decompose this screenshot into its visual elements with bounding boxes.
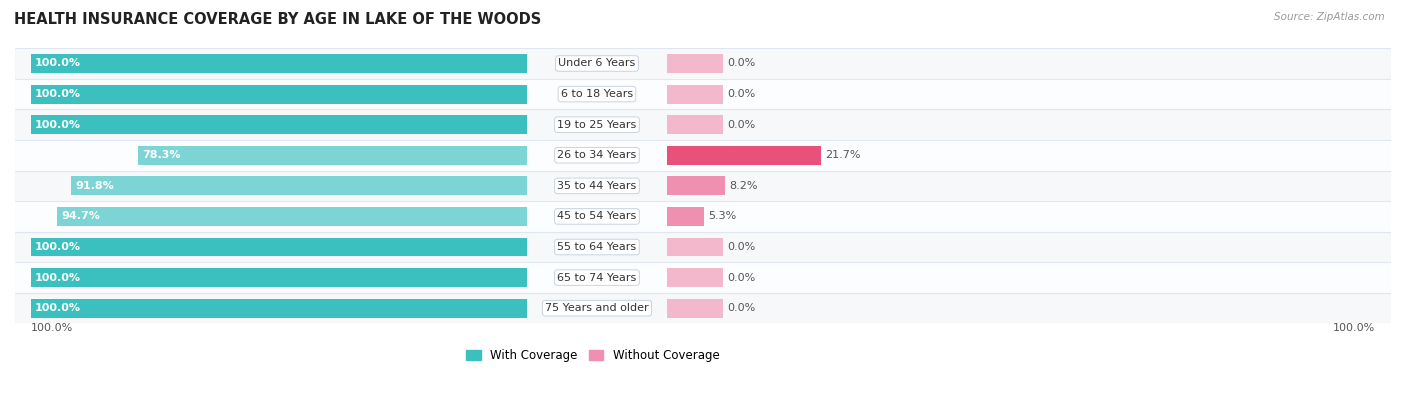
Bar	[666, 299, 724, 317]
Text: 55 to 64 Years: 55 to 64 Years	[557, 242, 637, 252]
Text: 100.0%: 100.0%	[35, 242, 80, 252]
Text: Source: ZipAtlas.com: Source: ZipAtlas.com	[1274, 12, 1385, 22]
Text: 100.0%: 100.0%	[35, 59, 80, 68]
Bar	[15, 79, 1391, 110]
Bar	[666, 54, 724, 73]
Text: 35 to 44 Years: 35 to 44 Years	[557, 181, 637, 191]
Text: 100.0%: 100.0%	[35, 89, 80, 99]
Text: 6 to 18 Years: 6 to 18 Years	[561, 89, 633, 99]
Bar	[15, 201, 1391, 232]
Text: 45 to 54 Years: 45 to 54 Years	[557, 211, 637, 222]
Bar	[666, 268, 724, 287]
Text: 0.0%: 0.0%	[728, 89, 756, 99]
Bar	[15, 171, 1391, 201]
Text: 5.3%: 5.3%	[709, 211, 737, 222]
Text: 94.7%: 94.7%	[60, 211, 100, 222]
Bar	[15, 110, 1391, 140]
Bar	[666, 237, 724, 256]
Bar	[31, 268, 527, 287]
Text: 78.3%: 78.3%	[142, 150, 181, 160]
Bar	[31, 115, 527, 134]
Text: 75 Years and older: 75 Years and older	[546, 303, 648, 313]
Bar	[31, 299, 527, 317]
Text: 91.8%: 91.8%	[76, 181, 114, 191]
Text: 0.0%: 0.0%	[728, 59, 756, 68]
Text: 0.0%: 0.0%	[728, 303, 756, 313]
Bar	[15, 48, 1391, 79]
Bar	[15, 140, 1391, 171]
Legend: With Coverage, Without Coverage: With Coverage, Without Coverage	[461, 345, 724, 367]
Text: 0.0%: 0.0%	[728, 242, 756, 252]
Bar	[31, 85, 527, 104]
Bar	[666, 115, 724, 134]
Bar	[31, 237, 527, 256]
Bar	[15, 293, 1391, 323]
Text: 26 to 34 Years: 26 to 34 Years	[557, 150, 637, 160]
Bar	[31, 54, 527, 73]
Text: 100.0%: 100.0%	[1333, 323, 1375, 333]
Bar	[15, 262, 1391, 293]
Text: 21.7%: 21.7%	[825, 150, 860, 160]
Bar	[666, 207, 704, 226]
Bar	[666, 85, 724, 104]
Text: 100.0%: 100.0%	[35, 120, 80, 129]
Bar	[138, 146, 527, 165]
Text: 0.0%: 0.0%	[728, 273, 756, 283]
Text: Under 6 Years: Under 6 Years	[558, 59, 636, 68]
Text: 65 to 74 Years: 65 to 74 Years	[557, 273, 637, 283]
Text: 100.0%: 100.0%	[35, 273, 80, 283]
Text: 8.2%: 8.2%	[730, 181, 758, 191]
Bar	[56, 207, 527, 226]
Text: 100.0%: 100.0%	[31, 323, 73, 333]
Bar	[666, 146, 821, 165]
Bar	[72, 176, 527, 195]
Bar	[666, 176, 725, 195]
Text: 100.0%: 100.0%	[35, 303, 80, 313]
Text: HEALTH INSURANCE COVERAGE BY AGE IN LAKE OF THE WOODS: HEALTH INSURANCE COVERAGE BY AGE IN LAKE…	[14, 12, 541, 27]
Bar	[15, 232, 1391, 262]
Text: 0.0%: 0.0%	[728, 120, 756, 129]
Text: 19 to 25 Years: 19 to 25 Years	[557, 120, 637, 129]
